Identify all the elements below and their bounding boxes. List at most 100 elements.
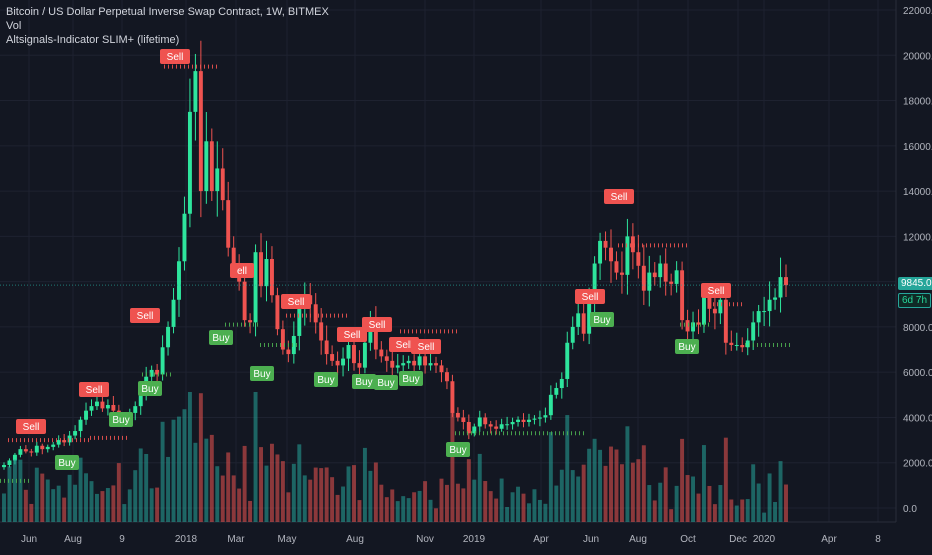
volume-bar [160, 421, 165, 522]
candle-body [439, 365, 444, 373]
volume-bar [193, 442, 198, 522]
candle-body [390, 360, 395, 368]
candle-body [702, 297, 706, 325]
sell-signal-label-bg [604, 189, 634, 204]
candle-body [647, 272, 652, 291]
candle-body [488, 424, 493, 427]
candle-body [663, 263, 668, 282]
candle-body [450, 381, 455, 413]
sell-signal-label-bg [130, 308, 160, 323]
volume-indicator-label[interactable]: Vol [6, 20, 22, 32]
candle-body [674, 270, 679, 284]
volume-bar [477, 453, 482, 522]
sell-signal-label-bg [160, 49, 190, 64]
candle-body [259, 252, 263, 287]
sell-signal-label: Sell [369, 320, 386, 331]
volume-bar [516, 486, 521, 522]
candle-body [745, 340, 750, 348]
sell-signal-label-bg [701, 283, 731, 298]
candle-body [275, 295, 280, 330]
candle-body [412, 360, 417, 366]
candle-body [587, 302, 592, 334]
volume-bar [619, 464, 624, 522]
candle-body [778, 277, 783, 298]
buy-signal-label-bg [250, 366, 274, 381]
volume-bar [330, 477, 335, 522]
volume-bar [461, 488, 466, 522]
volume-bar [510, 492, 515, 522]
candle-body [177, 261, 181, 300]
sell-signal-label: Sell [167, 52, 184, 63]
candle-body [7, 460, 12, 465]
volume-bar [712, 504, 717, 522]
buy-signal-label-bg [352, 374, 376, 389]
candle-body [537, 417, 542, 419]
volume-bar [248, 500, 253, 522]
candle-body [209, 141, 214, 192]
volume-bar [466, 459, 471, 522]
volume-bar [40, 473, 45, 522]
candle-body [609, 247, 613, 262]
candle-body [67, 435, 72, 443]
candle-body [532, 418, 537, 420]
volume-bar [483, 481, 488, 522]
volume-bar [138, 448, 143, 522]
candle-body [100, 401, 105, 409]
volume-bar [417, 490, 422, 522]
price-tick-label: 8000.0 [903, 323, 932, 334]
candle-body [444, 372, 449, 382]
candle-body [581, 313, 586, 334]
volume-bar [308, 479, 313, 522]
candle-body [559, 378, 564, 389]
buy-signal-label-bg [590, 312, 614, 327]
sell-signal-label-bg [79, 382, 109, 397]
volume-bar [275, 454, 280, 522]
buy-signal-label-bg [446, 442, 470, 457]
candle-body [29, 451, 34, 453]
candle-body [324, 340, 329, 355]
candle-body [548, 394, 553, 416]
time-tick-label: May [278, 534, 297, 545]
candle-body [248, 320, 253, 323]
volume-bar [472, 479, 477, 522]
volume-bar [149, 488, 154, 522]
volume-bar [527, 503, 531, 522]
candle-body [625, 236, 630, 275]
buy-signal-label-bg [399, 371, 423, 386]
candle-body [718, 299, 723, 314]
volume-bar [641, 445, 646, 522]
candle-body [461, 417, 466, 422]
price-tick-label: 2000.0 [903, 459, 932, 470]
candle-body [297, 308, 302, 336]
volume-bar [773, 502, 778, 522]
indicator-label[interactable]: Altsignals-Indicator SLIM+ (lifetime) [6, 34, 180, 46]
symbol-title[interactable]: Bitcoin / US Dollar Perpetual Inverse Sw… [6, 6, 329, 18]
volume-bar [494, 498, 499, 522]
candle-body [231, 247, 236, 264]
volume-bar [297, 444, 302, 522]
volume-bar [767, 473, 772, 522]
volume-bar [18, 459, 23, 522]
volume-bar [56, 485, 61, 522]
buy-signal-label: Buy [402, 374, 419, 385]
candle-body [434, 363, 438, 366]
volume-bar [658, 482, 663, 522]
candle-body [477, 417, 482, 427]
candle-body [166, 326, 171, 348]
sell-signal-label: Sell [582, 292, 599, 303]
volume-bar [778, 461, 783, 522]
candle-body [155, 369, 160, 375]
volume-bar [434, 508, 438, 522]
volume-bar [280, 461, 285, 522]
volume-bar [592, 438, 597, 522]
candle-body [417, 356, 422, 366]
candle-body [368, 322, 373, 343]
buy-signal-label: Buy [112, 415, 129, 426]
volume-bar [696, 493, 701, 522]
volume-bar [226, 452, 231, 522]
volume-bar [499, 478, 504, 522]
volume-bar [105, 488, 110, 522]
candle-body [527, 419, 531, 422]
